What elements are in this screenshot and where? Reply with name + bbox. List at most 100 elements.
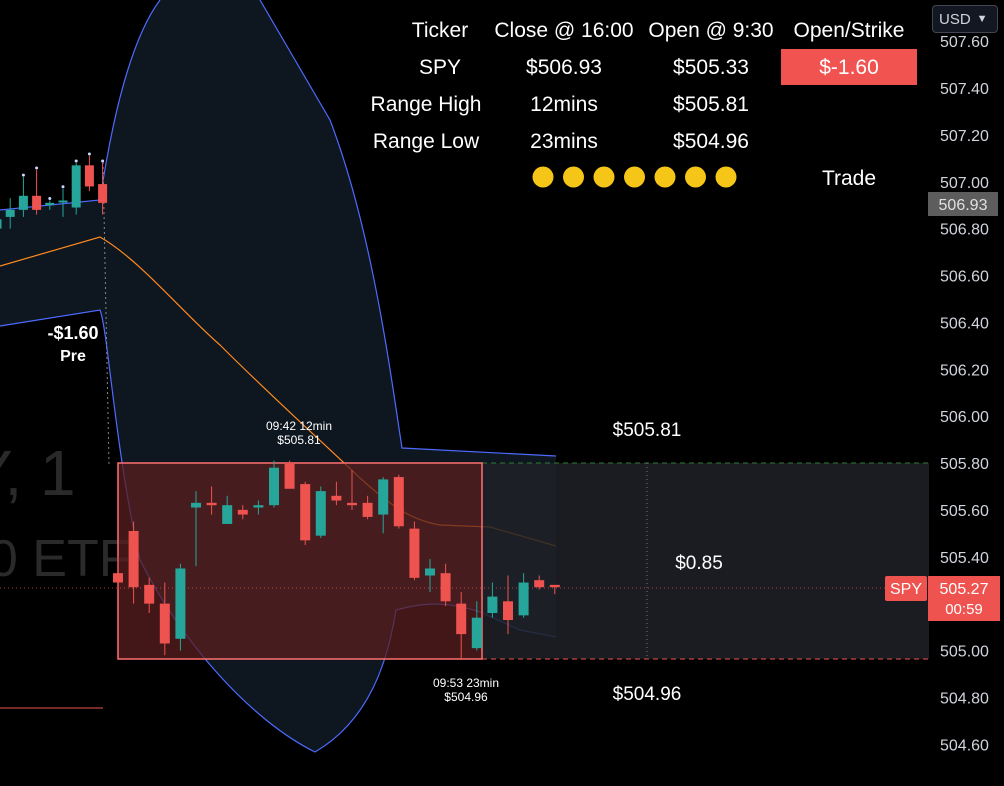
- candle-body: [253, 505, 264, 508]
- table-cell-range-low-price: $504.96: [673, 130, 749, 153]
- candle-body: [128, 530, 139, 588]
- table-cell-range-low-label: Range Low: [373, 130, 480, 153]
- range-high-price-label: $505.81: [277, 433, 321, 447]
- signal-dot: [715, 166, 737, 188]
- last-price-badge-text: 505.27: [940, 581, 989, 598]
- y-tick-label: 506.00: [940, 409, 989, 426]
- pre-label: Pre: [60, 348, 86, 365]
- indicator-dot: [48, 197, 52, 200]
- pre-dots-group: [21, 152, 105, 200]
- indicator-dot: [101, 159, 105, 163]
- table-header-close: Close @ 16:00: [494, 19, 633, 42]
- currency-selector[interactable]: USD ▼: [932, 5, 998, 33]
- candle-body: [71, 165, 81, 208]
- indicator-dot: [87, 152, 91, 156]
- candle-body: [175, 568, 186, 639]
- candle-body: [378, 479, 389, 515]
- table-header-ticker: Ticker: [412, 19, 468, 42]
- opening-range-box: [117, 462, 483, 660]
- candle-body: [549, 584, 560, 588]
- candle-body: [191, 502, 201, 508]
- table-cell-range-high-price: $505.81: [673, 93, 749, 116]
- candle-body: [534, 580, 545, 588]
- open-strike-highlight: [781, 49, 917, 85]
- price-axis[interactable]: 507.60 507.40 507.20 507.00 506.80 506.60 506.…: [940, 34, 989, 754]
- close-price-badge: [928, 192, 998, 216]
- pre-value-label: -$1.60: [47, 323, 98, 343]
- table-cell-range-high-time: 12mins: [530, 93, 598, 116]
- candle-body: [32, 195, 42, 210]
- y-tick-label: 505.60: [940, 503, 989, 520]
- indicator-dot: [61, 185, 65, 189]
- table-cell-range-low-time: 23mins: [530, 130, 598, 153]
- y-tick-label: 507.00: [940, 175, 989, 192]
- candle-body: [471, 617, 482, 649]
- y-tick-label: 507.40: [940, 81, 989, 98]
- range-low-time-label: 09:53 23min: [433, 676, 499, 690]
- signal-dot: [532, 166, 554, 188]
- low-level-label: $504.96: [613, 684, 682, 705]
- y-tick-label: 506.60: [940, 269, 989, 286]
- range-high-time-label: 09:42 12min: [266, 419, 332, 433]
- signal-dots: [532, 166, 737, 188]
- candle-body: [362, 502, 373, 517]
- currency-label: USD: [939, 10, 971, 28]
- trade-label: Trade: [822, 167, 876, 190]
- candles-group: [0, 155, 560, 660]
- candle-body: [347, 502, 357, 506]
- signal-dot: [654, 166, 676, 188]
- candle-body: [144, 584, 155, 604]
- candle-body: [45, 202, 55, 206]
- signal-dot: [593, 166, 615, 188]
- candle-body: [284, 463, 295, 489]
- candle-body: [0, 219, 2, 229]
- candle-body: [58, 200, 68, 203]
- table-cell-range-high-label: Range High: [371, 93, 482, 116]
- high-level-label: $505.81: [613, 420, 682, 441]
- candle-body: [503, 601, 513, 621]
- indicator-dot: [35, 166, 39, 170]
- candle-body: [84, 165, 94, 187]
- candle-body: [409, 528, 420, 578]
- chevron-down-icon: ▼: [976, 13, 988, 25]
- candle-body: [113, 573, 123, 583]
- signal-dot: [685, 166, 706, 188]
- candle-body: [300, 484, 311, 541]
- candle-body: [222, 505, 233, 524]
- y-tick-label: 504.60: [940, 737, 989, 754]
- y-tick-label: 505.00: [940, 644, 989, 661]
- candle-body: [206, 502, 217, 506]
- candle-body: [518, 582, 529, 616]
- candle-body: [456, 603, 467, 635]
- candle-body: [331, 495, 342, 501]
- y-tick-label: 505.40: [940, 550, 989, 567]
- close-price-badge-text: 506.93: [939, 197, 988, 214]
- candle-body: [237, 509, 248, 515]
- symbol-badge-text: SPY: [890, 581, 922, 598]
- table-header-open-strike: Open/Strike: [794, 19, 905, 42]
- candle-body: [269, 467, 279, 506]
- candle-body: [393, 477, 404, 527]
- watermark-line1: Y, 1: [0, 437, 76, 509]
- indicator-dot: [74, 159, 78, 163]
- signal-dot: [624, 166, 645, 188]
- table-cell-open: $505.33: [673, 56, 749, 79]
- candle-body: [487, 596, 498, 613]
- candle-body: [425, 568, 435, 576]
- y-tick-label: 507.20: [940, 128, 989, 145]
- y-tick-label: 504.80: [940, 690, 989, 707]
- y-tick-label: 506.80: [940, 222, 989, 239]
- table-cell-close: $506.93: [526, 56, 602, 79]
- y-tick-label: 506.20: [940, 362, 989, 379]
- y-tick-label: 505.80: [940, 456, 989, 473]
- last-price-badge: [928, 576, 1000, 621]
- candle-body: [440, 573, 451, 602]
- symbol-badge: [885, 576, 927, 601]
- candle-body: [18, 195, 28, 210]
- range-low-price-label: $504.96: [444, 690, 488, 704]
- info-table: Ticker Close @ 16:00 Open @ 9:30 Open/St…: [371, 19, 917, 190]
- candle-body: [5, 209, 15, 217]
- candle-body: [315, 491, 326, 536]
- signal-dot: [563, 166, 584, 188]
